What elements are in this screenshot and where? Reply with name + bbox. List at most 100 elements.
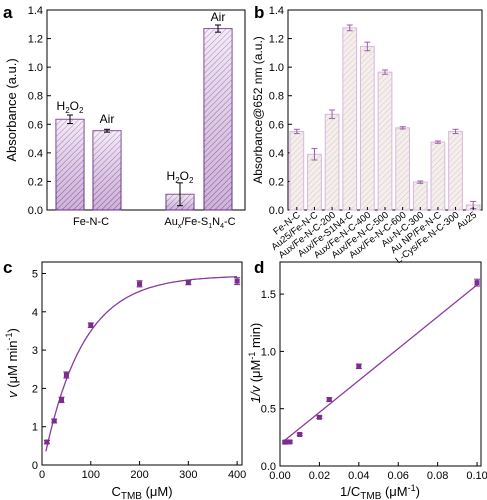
y-tick-label-0-5: 0.5 (261, 404, 276, 416)
panel-c-x-axis: 0 100 200 300 400 (39, 461, 246, 481)
y-tick-label-0-2: 0.2 (28, 176, 43, 188)
panel-c-frame (41, 261, 243, 466)
panel-a-letter: a (3, 3, 13, 22)
point-0 (44, 439, 50, 445)
bar-aux-fe-n-c-400 (359, 45, 375, 211)
point-2 (287, 439, 293, 445)
panel-d-x-axis: 0.00 0.02 0.04 0.06 0.08 0.10 (269, 462, 487, 482)
panel-d-points (281, 278, 481, 445)
bar-h2o2-fe-n-c-shade (56, 119, 84, 210)
x-tick-label-300: 300 (179, 469, 197, 481)
panel-b-bars (289, 24, 481, 211)
panel-d-fit-line (283, 284, 478, 442)
y-tick-label-0-4: 0.4 (28, 148, 43, 160)
panel-b-category-labels: Fe-N-CAu25/Fe-N-CAux/Fe-N-C-200Aux/Fe-S1… (269, 207, 479, 266)
panel-a-group-label-au: Aux/Fe-S1N4-C (164, 216, 235, 230)
x-tick-label-0-04: 0.04 (348, 470, 369, 482)
panel-c: c 0 1 2 3 4 5 0 100 200 300 400 v (μM min-1) CTMB… (3, 258, 246, 500)
bar-air-fe-n-c-shade (93, 130, 121, 210)
panel-c-y-axis: 0 1 2 3 4 5 (32, 268, 46, 472)
y-tick-label-4: 4 (32, 307, 38, 319)
y-tick-label-5: 5 (32, 268, 38, 280)
panel-b-letter: b (254, 3, 264, 22)
bar-label-air-au: Air (211, 10, 226, 24)
y-tick-label-0-0: 0.0 (28, 205, 43, 217)
panel-c-points (43, 277, 241, 445)
bar-aux-fe-n-c-600 (395, 127, 411, 211)
point-6 (185, 280, 191, 286)
point-4 (88, 322, 94, 328)
panel-d-y-axis: 0.0 0.5 1.0 1.5 (261, 289, 284, 473)
y-tick-label-1-2: 1.2 (269, 34, 284, 46)
y-tick-label-1-4: 1.4 (28, 5, 43, 17)
x-tick-label-au25: Au25 (455, 210, 479, 232)
x-tick-label-0-02: 0.02 (309, 470, 330, 482)
panel-d-x-axis-title: 1/CTMB (μM-1) (340, 483, 420, 500)
panel-b: b 0.0 0.2 0.4 0.6 0.8 1.0 1.2 1.4 Absorbance@65… (251, 3, 483, 266)
y-tick-label-0-6: 0.6 (28, 119, 43, 131)
y-tick-label-3: 3 (32, 345, 38, 357)
point-5 (326, 397, 332, 403)
y-tick-label-2: 2 (32, 383, 38, 395)
y-tick-label-1-0: 1.0 (28, 62, 43, 74)
bar-au25-fe-n-c (307, 153, 322, 211)
panel-d-y-axis-title: 1/v (μM-1 min) (247, 323, 263, 404)
panel-c-letter: c (3, 258, 12, 277)
x-tick-label-200: 200 (130, 469, 148, 481)
bar-label-h2o2-fe-n-c: H2O2 (57, 99, 84, 115)
x-tick-label-0: 0 (39, 469, 45, 481)
panel-c-fit-curve (45, 276, 238, 452)
x-tick-label-0-10: 0.10 (466, 470, 487, 482)
panel-a-y-axis: 0.0 0.2 0.4 0.6 0.8 1.0 1.2 1.4 (28, 5, 51, 217)
bar-fe-n-c (289, 130, 305, 211)
x-tick-label-400: 400 (228, 469, 246, 481)
panel-b-y-axis: 0.0 0.2 0.4 0.6 0.8 1.0 1.2 1.4 (269, 5, 292, 217)
bar-au-np-fe-n-c (430, 141, 446, 211)
bar-label-air-fe-n-c: Air (100, 112, 115, 126)
panel-a-bar-labels: H2O2 Air H2O2 Air (57, 10, 226, 185)
bar-aux-fe-n-c-200 (324, 113, 340, 211)
bar-aux-fe-s1n4-c (342, 27, 358, 211)
x-tick-label-0-08: 0.08 (427, 470, 448, 482)
y-tick-label-0-6: 0.6 (269, 119, 284, 131)
x-tick-label-0-06: 0.06 (388, 470, 409, 482)
point-4 (316, 414, 322, 420)
y-tick-label-0-2: 0.2 (269, 176, 284, 188)
bar-aux-fe-n-c-500 (377, 71, 393, 211)
panel-a-group-label-fe-n-c: Fe-N-C (73, 216, 109, 228)
y-tick-label-1-0: 1.0 (269, 62, 284, 74)
bar-label-h2o2-au: H2O2 (167, 169, 194, 185)
point-2 (59, 397, 65, 403)
y-tick-label-0-0: 0.0 (261, 461, 276, 473)
point-3 (297, 431, 303, 437)
y-tick-label-0-8: 0.8 (269, 91, 284, 103)
panel-d-frame (279, 261, 482, 467)
panel-a: a 0.0 0.2 0.4 0.6 0.8 1.0 1.2 1.4 Absorbance (a… (3, 3, 246, 230)
panel-b-y-axis-title: Absorbance@652 nm (a.u.) (251, 36, 265, 184)
panel-c-y-axis-title: v (μM min-1) (4, 328, 20, 398)
panel-d-letter: d (254, 258, 264, 277)
y-tick-label-0-8: 0.8 (28, 91, 43, 103)
y-tick-label-1: 1 (32, 422, 38, 434)
bar-air-aux-fe-s1n4-c-shade (204, 28, 232, 211)
point-1 (51, 418, 57, 424)
x-tick-label-0-00: 0.00 (269, 470, 290, 482)
bar-l-cys-fe-n-c-300 (448, 130, 463, 211)
panel-a-bars (55, 24, 233, 211)
bar-au-n-c-300 (412, 181, 428, 211)
y-tick-label-0-4: 0.4 (269, 148, 284, 160)
x-tick-label-100: 100 (82, 469, 100, 481)
y-tick-label-1-2: 1.2 (28, 34, 43, 46)
point-1 (284, 439, 290, 445)
y-tick-label-1-5: 1.5 (261, 289, 276, 301)
panel-c-x-axis-title: CTMB (μM) (111, 484, 172, 500)
y-tick-label-1-4: 1.4 (269, 5, 284, 17)
point-7 (474, 280, 480, 286)
point-3 (63, 372, 69, 378)
y-tick-label-0-0: 0.0 (269, 205, 284, 217)
y-tick-label-1-0: 1.0 (261, 346, 276, 358)
panel-d: d 0.00.51.01.5 0.00 0.02 0.04 0.06 0.08 0.10 … (247, 258, 487, 500)
y-tick-label-0: 0 (32, 460, 38, 472)
panel-a-frame (46, 9, 246, 211)
